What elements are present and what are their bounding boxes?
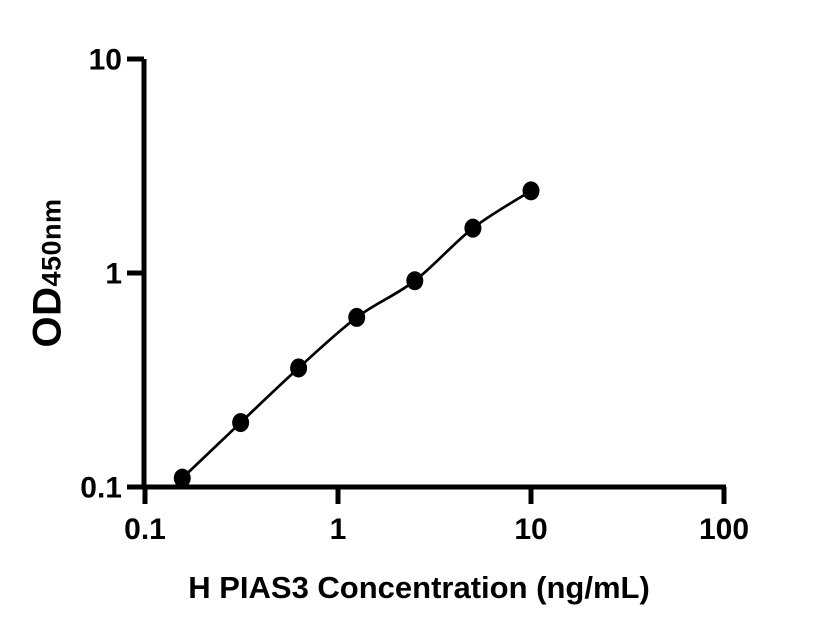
data-point	[406, 271, 424, 291]
y-tick-label: 0.1	[80, 472, 122, 505]
data-point	[232, 413, 250, 433]
data-point	[290, 358, 308, 378]
axis-spine	[141, 59, 726, 490]
x-tick-label: 0.1	[124, 513, 166, 546]
data-point	[522, 181, 540, 201]
y-axis-title: OD 450nm	[26, 198, 71, 347]
x-tick-label: 10	[514, 513, 547, 546]
y-tick-label: 1	[105, 258, 122, 291]
y-axis-title-subscript: 450nm	[36, 198, 67, 287]
x-tick-label: 100	[699, 513, 749, 546]
y-axis-title-main: OD	[25, 286, 70, 348]
data-point	[348, 307, 366, 327]
x-axis-title: H PIAS3 Concentration (ng/mL)	[188, 570, 650, 605]
data-point	[464, 218, 482, 238]
data-point	[173, 468, 191, 488]
y-tick-label: 10	[89, 44, 122, 77]
x-tick-label: 1	[330, 513, 347, 546]
